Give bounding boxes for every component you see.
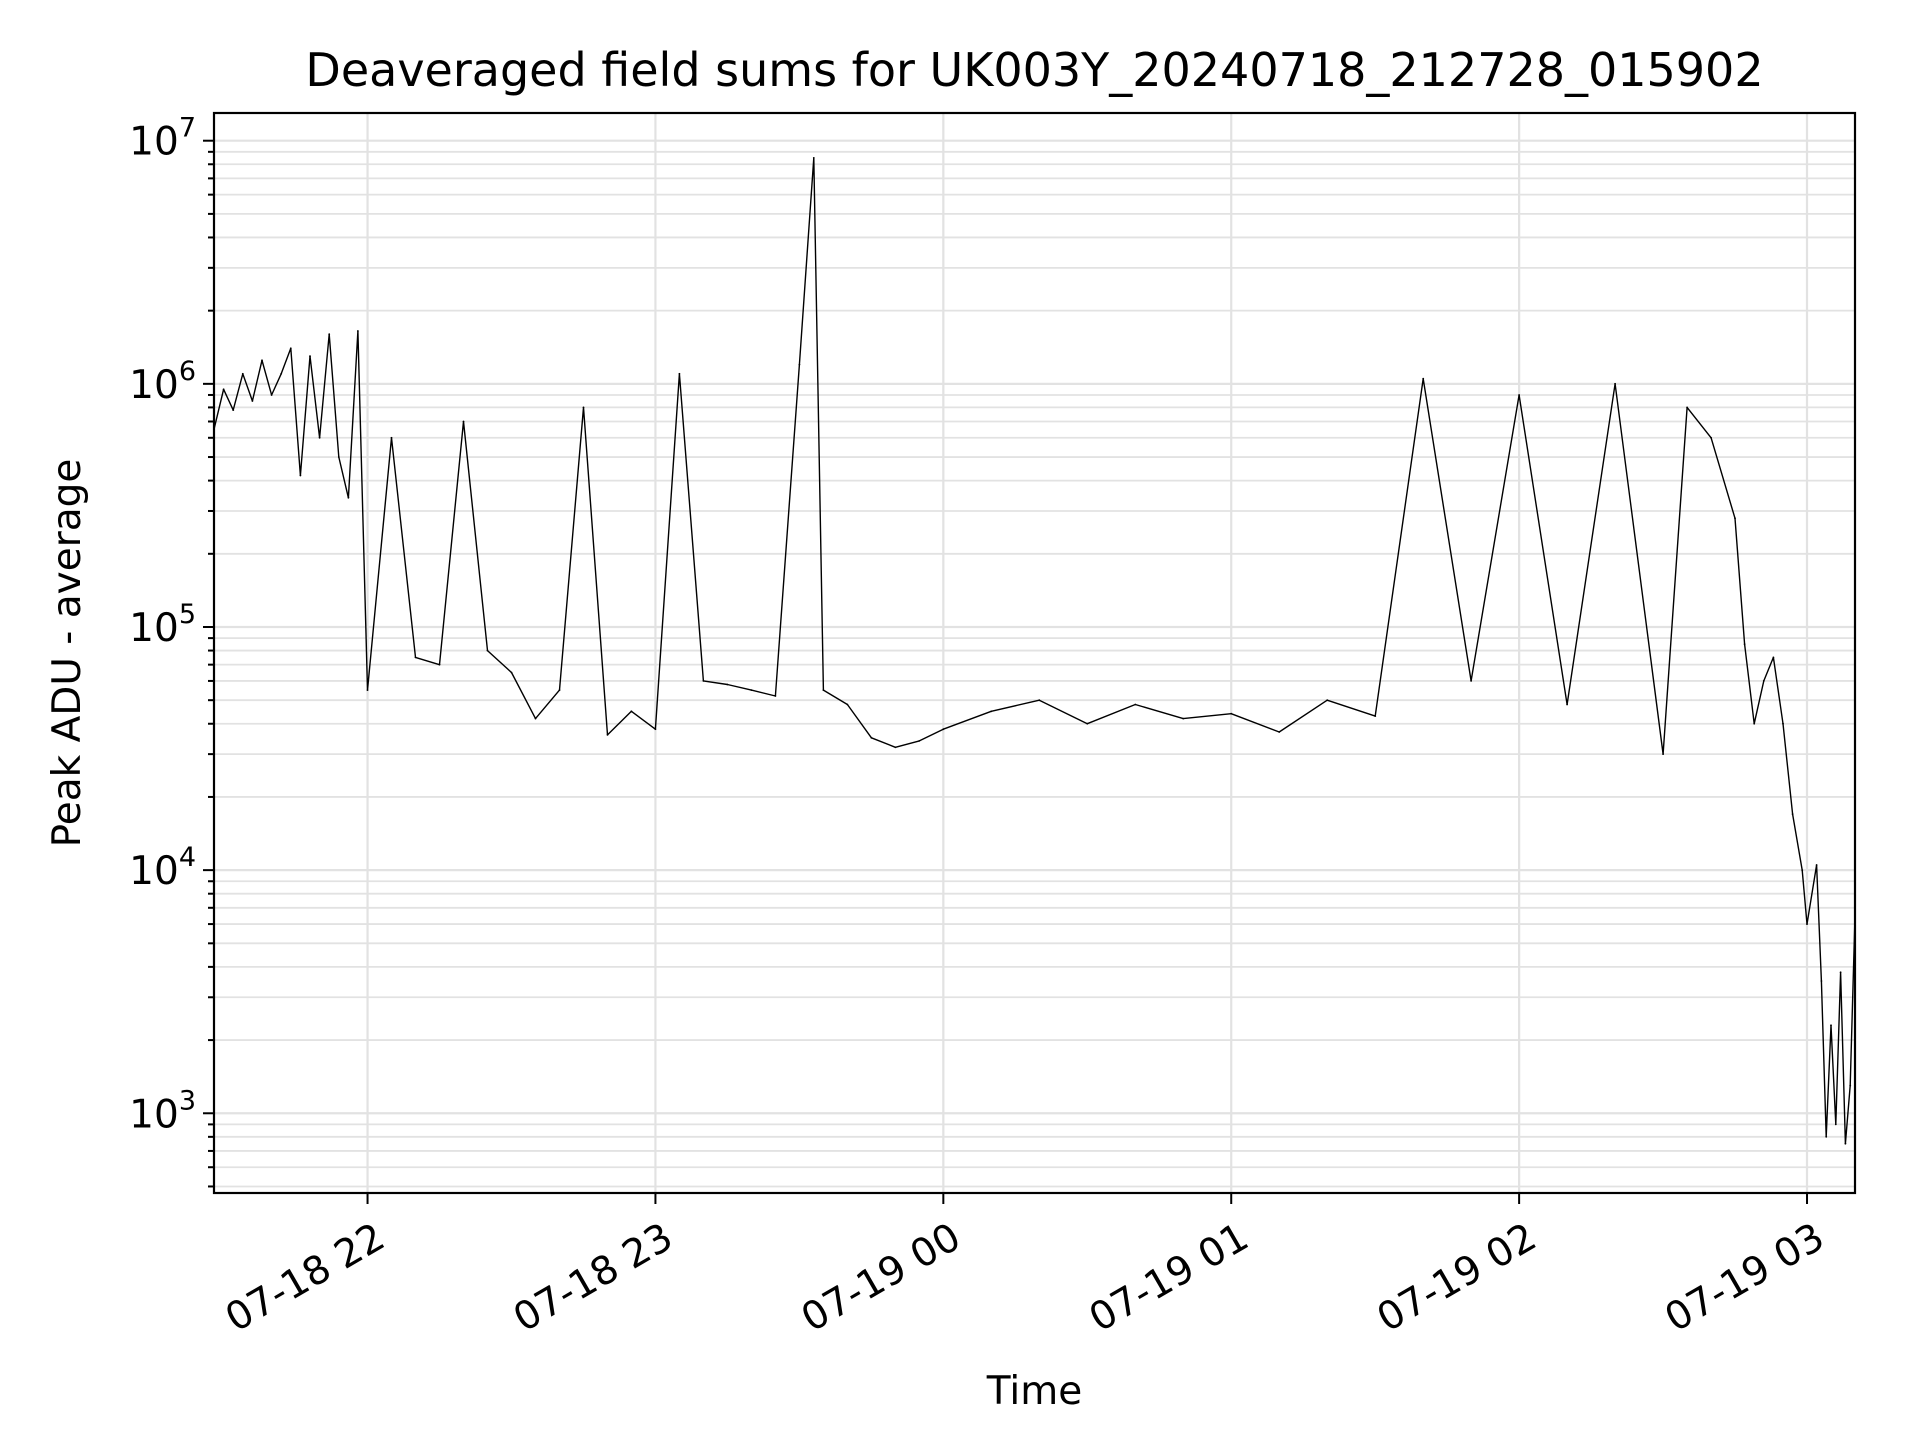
data-point [1849,1084,1852,1087]
y-tick-label: 107 [129,113,196,165]
data-point [630,710,633,713]
data-point [357,330,359,332]
data-point [347,496,350,499]
data-point [1710,436,1712,439]
data-point [1782,722,1784,725]
data-point [337,456,340,458]
data-point [990,710,993,713]
data-point [232,409,235,411]
data-point [1230,712,1233,715]
chart-title: Deaveraged field sums for UK003Y_2024071… [305,43,1763,97]
data-point [318,436,321,439]
data-point [309,355,311,357]
data-point [1686,406,1688,409]
data-point [222,388,225,391]
data-point [1753,722,1756,725]
data-point [812,157,815,159]
data-point [1614,382,1616,385]
grid [214,113,1855,1193]
data-point [251,400,254,402]
data-point [241,372,244,375]
data-point [1830,1024,1832,1027]
data-point [438,663,441,666]
data-point [280,372,283,375]
data-point [1772,656,1775,659]
data-point [654,728,657,731]
data-point [1844,1142,1847,1145]
data-point [582,406,585,409]
data-point [1374,715,1377,717]
data-point [822,689,825,691]
data-point [1038,699,1041,702]
data-point [774,695,777,697]
data-point [846,703,849,706]
y-tick-label: 103 [129,1085,196,1137]
data-point [1470,680,1472,682]
data-point [299,474,302,477]
data-point [942,728,945,731]
series-layer [213,157,1856,1145]
data-point [1762,680,1765,682]
data-point [1743,643,1746,646]
y-tick-label: 105 [129,599,196,651]
y-tick-label: 104 [129,842,196,894]
data-point [726,683,729,686]
data-point [1839,971,1842,974]
data-point [1806,923,1808,925]
y-tick-label: 106 [129,356,196,408]
data-point [1834,1123,1837,1126]
data-point [1278,731,1281,733]
data-point [261,359,263,362]
data-point [1734,517,1736,520]
data-point [1662,753,1664,755]
data-point [1422,377,1425,380]
plot-frame [212,111,1857,1195]
data-point [798,363,801,366]
data-point [1801,869,1804,871]
data-point [750,689,753,691]
data-point [366,689,369,691]
data-point [894,746,897,749]
data-point [486,649,489,652]
y-axis-label: Peak ADU - average [45,459,90,848]
data-point [289,347,292,350]
data-point [270,394,273,396]
data-point [1086,722,1089,725]
data-point [462,420,465,423]
data-point [702,680,705,682]
data-point [1825,1135,1828,1138]
data-point [414,656,417,659]
x-axis-label: Time [986,1369,1082,1414]
data-point [1815,864,1818,866]
data-point [558,689,561,691]
data-point [1820,980,1823,982]
data-point [1518,394,1520,396]
data-point [328,333,331,336]
data-point [918,740,921,742]
data-point [1326,699,1329,702]
data-point [606,734,609,736]
data-point [1791,813,1794,815]
data-point [678,372,681,375]
data-point [1134,703,1137,706]
data-point [870,736,873,739]
data-point [534,717,537,720]
data-point [510,671,513,674]
data-point [1566,703,1568,706]
data-point [1182,717,1185,720]
data-point [390,436,393,439]
